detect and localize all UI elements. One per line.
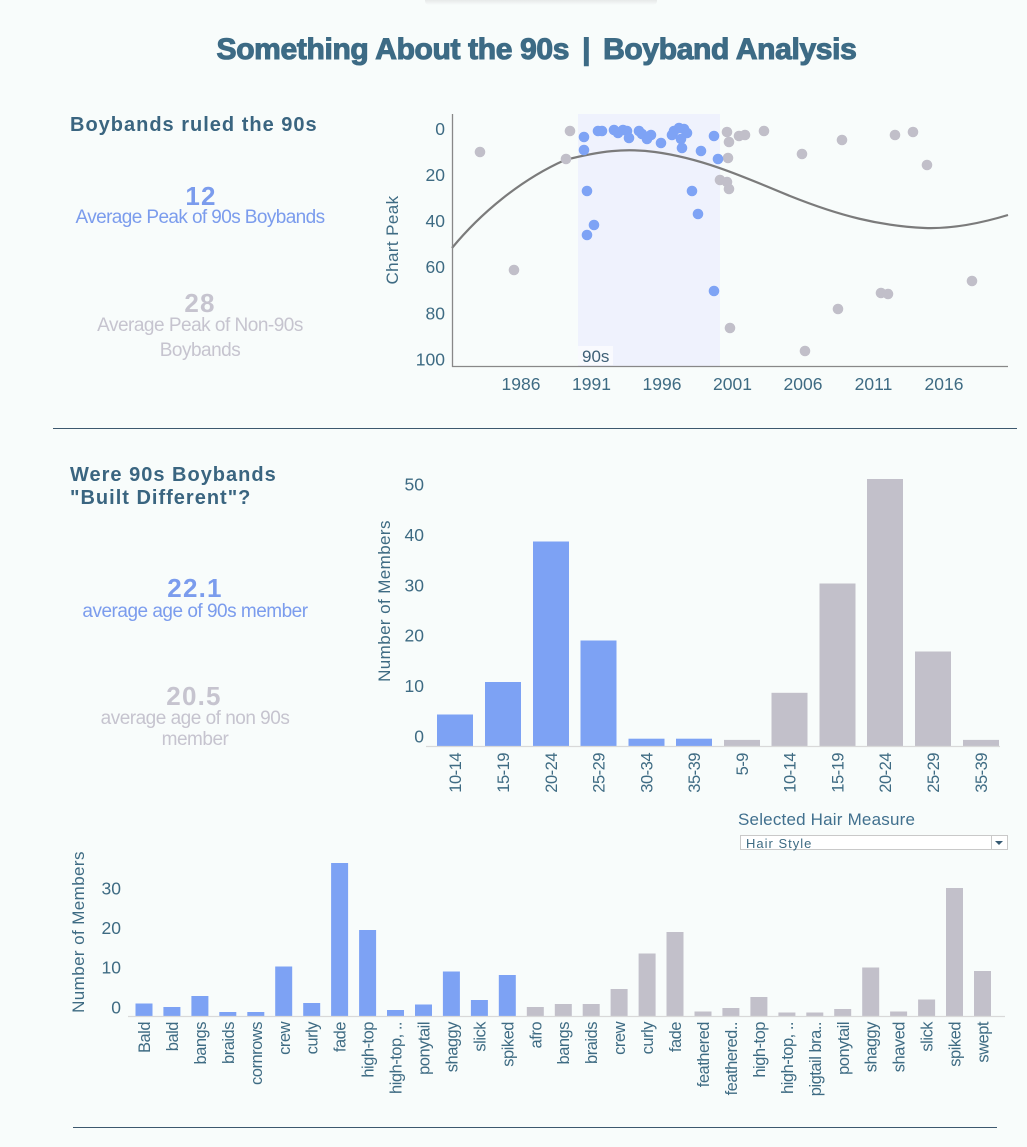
svg-text:ponytail: ponytail [416, 1022, 434, 1075]
svg-text:90s: 90s [582, 347, 609, 366]
svg-text:ponytail: ponytail [835, 1022, 853, 1075]
svg-text:25-29: 25-29 [591, 753, 609, 793]
svg-text:afro: afro [527, 1022, 545, 1049]
svg-text:20-24: 20-24 [877, 753, 895, 793]
svg-text:high-top: high-top [360, 1022, 378, 1078]
svg-text:curly: curly [639, 1021, 657, 1055]
svg-text:30: 30 [405, 575, 425, 595]
svg-text:0: 0 [111, 997, 121, 1017]
svg-text:slick: slick [471, 1021, 489, 1052]
svg-text:crew: crew [276, 1021, 294, 1054]
svg-text:0: 0 [414, 726, 424, 746]
svg-text:swept: swept [975, 1021, 993, 1063]
svg-text:high-top, ..: high-top, .. [388, 1022, 406, 1094]
svg-text:40: 40 [426, 211, 446, 231]
svg-text:1996: 1996 [643, 374, 682, 394]
svg-text:feathered..: feathered.. [723, 1022, 741, 1095]
svg-text:40: 40 [405, 525, 425, 545]
svg-text:shaggy: shaggy [443, 1021, 461, 1072]
svg-text:1991: 1991 [572, 374, 611, 394]
svg-text:2011: 2011 [855, 374, 893, 394]
svg-text:bangs: bangs [192, 1022, 210, 1065]
svg-text:high-top, ..: high-top, .. [779, 1022, 797, 1094]
svg-text:fade: fade [332, 1022, 350, 1052]
svg-text:2016: 2016 [925, 374, 964, 394]
svg-text:high-top: high-top [751, 1022, 769, 1078]
svg-text:feathered: feathered [695, 1022, 713, 1088]
svg-text:Bald: Bald [136, 1022, 154, 1053]
svg-text:10-14: 10-14 [447, 753, 465, 793]
svg-text:slick: slick [919, 1021, 937, 1052]
svg-text:10-14: 10-14 [782, 753, 800, 793]
svg-text:spiked: spiked [947, 1022, 965, 1067]
svg-text:80: 80 [426, 303, 446, 323]
svg-text:1986: 1986 [502, 374, 541, 394]
svg-text:spiked: spiked [499, 1022, 517, 1067]
svg-text:50: 50 [405, 474, 425, 494]
svg-text:20: 20 [426, 165, 446, 185]
svg-text:5-9: 5-9 [734, 753, 752, 776]
svg-text:30-34: 30-34 [639, 753, 657, 793]
svg-text:braids: braids [220, 1022, 238, 1064]
svg-text:pigtail bra..: pigtail bra.. [807, 1022, 825, 1096]
svg-text:10: 10 [102, 958, 122, 978]
svg-text:20: 20 [405, 625, 425, 645]
svg-text:35-39: 35-39 [686, 753, 704, 793]
svg-text:15-19: 15-19 [830, 753, 848, 793]
svg-text:crew: crew [611, 1021, 629, 1054]
svg-text:60: 60 [426, 257, 446, 277]
svg-text:30: 30 [102, 878, 122, 898]
svg-text:fade: fade [667, 1022, 685, 1052]
svg-text:bangs: bangs [555, 1022, 573, 1065]
svg-text:bald: bald [164, 1022, 182, 1052]
svg-text:Chart Peak: Chart Peak [383, 195, 402, 284]
svg-text:10: 10 [405, 676, 425, 696]
svg-text:curly: curly [304, 1021, 322, 1055]
svg-text:100: 100 [416, 349, 445, 369]
svg-text:2006: 2006 [784, 374, 823, 394]
svg-text:0: 0 [435, 119, 445, 139]
svg-text:25-29: 25-29 [925, 753, 943, 793]
svg-text:Number of Members: Number of Members [69, 851, 88, 1013]
svg-text:2001: 2001 [713, 374, 752, 394]
svg-text:shaggy: shaggy [863, 1021, 881, 1072]
svg-text:15-19: 15-19 [495, 753, 513, 793]
svg-text:cornrows: cornrows [248, 1022, 266, 1085]
svg-text:Number of Members: Number of Members [375, 520, 394, 682]
svg-text:shaved: shaved [891, 1022, 909, 1073]
svg-text:braids: braids [583, 1022, 601, 1064]
svg-text:20: 20 [102, 918, 122, 938]
svg-text:35-39: 35-39 [973, 753, 991, 793]
svg-text:20-24: 20-24 [543, 753, 561, 793]
